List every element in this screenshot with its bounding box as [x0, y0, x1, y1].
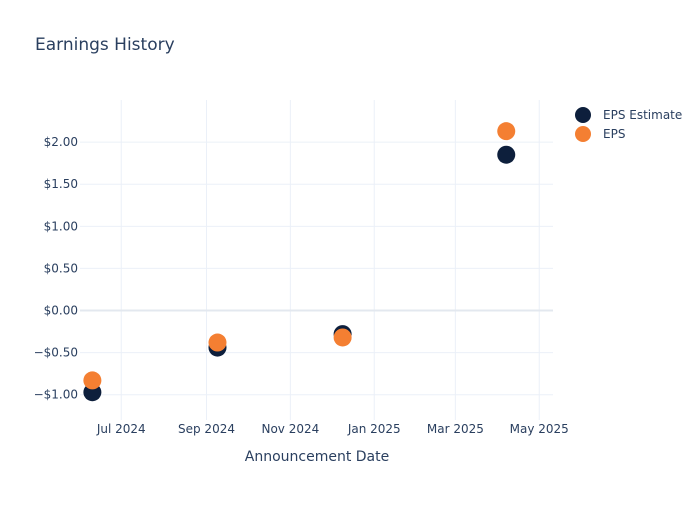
x-gridlines [120, 100, 540, 420]
y-tick-label: $0.50 [44, 261, 78, 275]
x-tick-label: Sep 2024 [178, 422, 235, 436]
x-tick-labels: Jul 2024 Sep 2024 Nov 2024 Jan 2025 Mar 2025… [96, 422, 569, 436]
eps-point [208, 333, 227, 352]
legend-marker-eps [575, 126, 591, 142]
legend-label-eps: EPS [603, 127, 625, 141]
legend-marker-eps-estimate [575, 107, 591, 123]
x-tick-label: Jan 2025 [347, 422, 401, 436]
y-tick-label: −$1.00 [34, 388, 78, 402]
x-tick-label: May 2025 [510, 422, 569, 436]
x-tick-label: Mar 2025 [427, 422, 484, 436]
y-tick-label: $1.50 [44, 177, 78, 191]
x-axis-title: Announcement Date [245, 449, 389, 465]
eps-estimate-point [497, 145, 516, 164]
x-tick-label: Nov 2024 [261, 422, 319, 436]
y-tick-label: $0.00 [44, 304, 78, 318]
eps-point [333, 328, 352, 347]
data-points [83, 122, 516, 402]
y-tick-label: $1.00 [44, 219, 78, 233]
legend: EPS Estimate EPS [575, 107, 682, 142]
eps-point [83, 371, 102, 390]
chart-title: Earnings History [35, 35, 175, 55]
legend-label-eps-estimate: EPS Estimate [603, 108, 682, 122]
y-tick-label: $2.00 [44, 135, 78, 149]
y-gridlines [80, 141, 553, 396]
eps-point [497, 122, 516, 141]
y-tick-labels: −$1.00 −$0.50 $0.00 $0.50 $1.00 $1.50 $2.00 [34, 135, 78, 402]
x-tick-label: Jul 2024 [96, 422, 146, 436]
y-tick-label: −$0.50 [34, 346, 78, 360]
